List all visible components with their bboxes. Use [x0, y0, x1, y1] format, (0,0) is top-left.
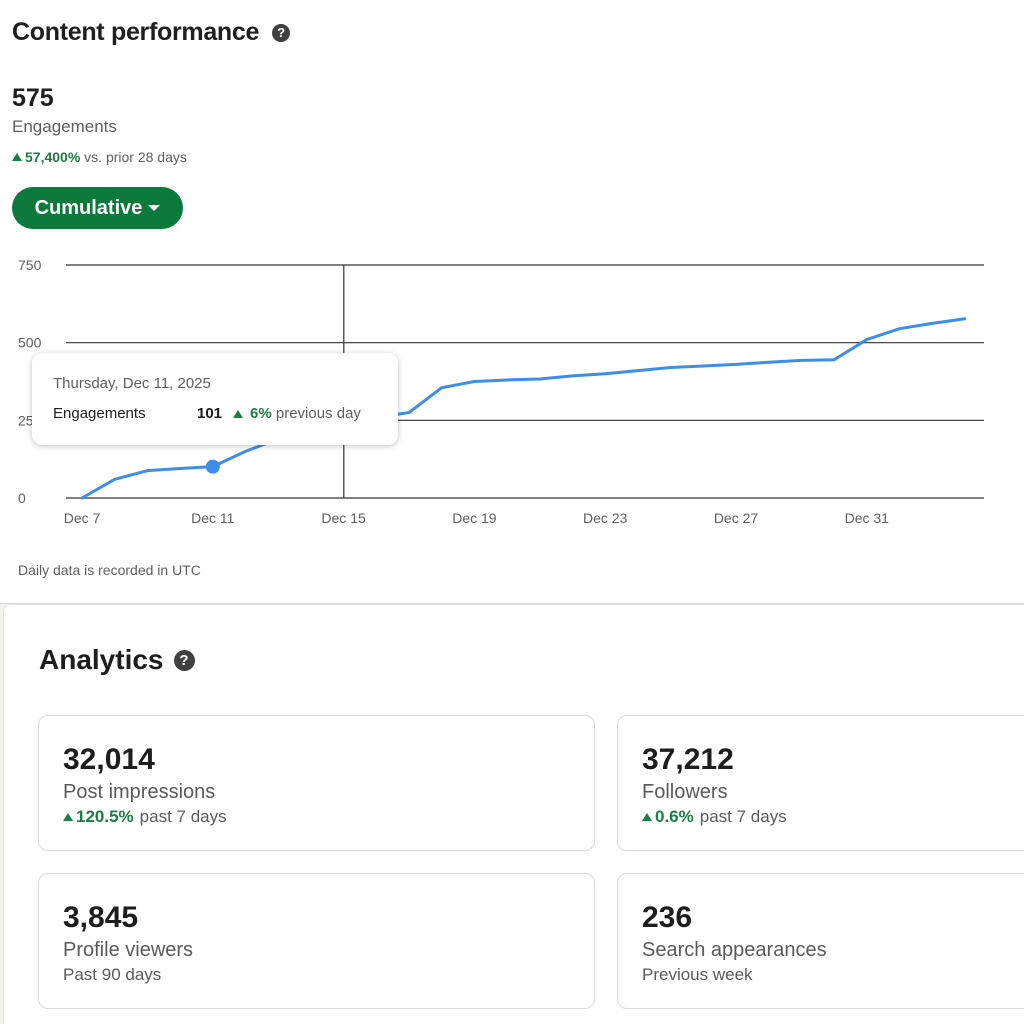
x-tick-label: Dec 7 [64, 510, 101, 526]
card-label: Search appearances [642, 939, 827, 961]
x-tick-label: Dec 31 [845, 510, 890, 526]
tooltip-value: 101 [197, 405, 223, 422]
post-impressions-card[interactable]: 32,014 Post impressions 120.5% past 7 da… [38, 715, 595, 851]
followers-card[interactable]: 37,212 Followers 0.6% past 7 days [617, 715, 1024, 851]
card-period: Past 90 days [63, 965, 162, 984]
card-value: 236 [642, 901, 693, 934]
card-value: 32,014 [63, 743, 155, 776]
y-tick-label: 25 [18, 412, 34, 428]
card-label: Profile viewers [63, 939, 194, 961]
trend-up-icon [233, 409, 243, 418]
y-tick-label: 0 [18, 490, 26, 506]
content-performance-header: Content performance ? [12, 18, 291, 47]
card-label: Followers [642, 781, 728, 803]
card-change-percent: 0.6% [655, 807, 694, 826]
y-tick-label: 750 [18, 257, 42, 273]
trend-up-icon [12, 153, 22, 161]
section-title: Content performance [12, 18, 260, 46]
x-tick-label: Dec 11 [191, 510, 235, 526]
engagements-series-line [80, 317, 967, 500]
card-period: past 7 days [139, 807, 227, 826]
tooltip-change-percent: 6% [250, 405, 272, 422]
engagements-total: 575 [12, 84, 54, 112]
section-divider [0, 603, 1024, 604]
change-percent: 57,400% [25, 149, 81, 165]
x-tick-label: Dec 23 [583, 510, 628, 526]
card-change-percent: 120.5% [76, 807, 134, 826]
card-value: 3,845 [63, 901, 139, 934]
chart-tooltip: Thursday, Dec 11, 2025 Engagements 101 6… [32, 353, 398, 445]
caret-down-icon [148, 205, 161, 211]
card-change: 0.6% past 7 days [642, 807, 787, 827]
y-tick-label: 500 [18, 335, 42, 351]
x-tick-label: Dec 15 [321, 510, 366, 526]
tooltip-label: Engagements [53, 405, 146, 422]
engagements-label: Engagements [12, 117, 117, 136]
card-period: Previous week [642, 965, 753, 984]
tooltip-change: 6% previous day [233, 405, 361, 422]
tooltip-date: Thursday, Dec 11, 2025 [53, 375, 211, 392]
content-performance-section: Content performance ? 575 Engagements 57… [0, 18, 1024, 578]
analytics-title: Analytics [39, 644, 164, 675]
tooltip-change-text: previous day [275, 405, 361, 422]
dropdown-label: Cumulative [34, 196, 143, 219]
help-icon[interactable]: ? [173, 649, 195, 671]
engagements-change: 57,400% vs. prior 28 days [12, 149, 187, 165]
engagements-chart[interactable]: 0 25 500 750 Dec 7 Dec 11 Dec 15 Dec 19 Dec 23 De… [0, 240, 1024, 540]
analytics-header: Analytics ? [39, 644, 195, 676]
card-label: Post impressions [63, 781, 216, 803]
chart-footnote: Daily data is recorded in UTC [18, 562, 201, 578]
x-tick-label: Dec 19 [452, 510, 497, 526]
card-period: past 7 days [699, 807, 787, 826]
trend-up-icon [642, 813, 652, 821]
search-appearances-card[interactable]: 236 Search appearances Previous week [617, 873, 1024, 1009]
profile-viewers-card[interactable]: 3,845 Profile viewers Past 90 days [38, 873, 595, 1009]
highlighted-data-point [205, 459, 220, 474]
x-tick-label: Dec 27 [714, 510, 759, 526]
change-period: vs. prior 28 days [84, 149, 187, 165]
card-change: 120.5% past 7 days [63, 807, 227, 827]
trend-up-icon [63, 813, 73, 821]
cumulative-dropdown[interactable]: Cumulative [12, 187, 183, 229]
card-value: 37,212 [642, 743, 734, 776]
help-icon[interactable]: ? [272, 23, 291, 42]
